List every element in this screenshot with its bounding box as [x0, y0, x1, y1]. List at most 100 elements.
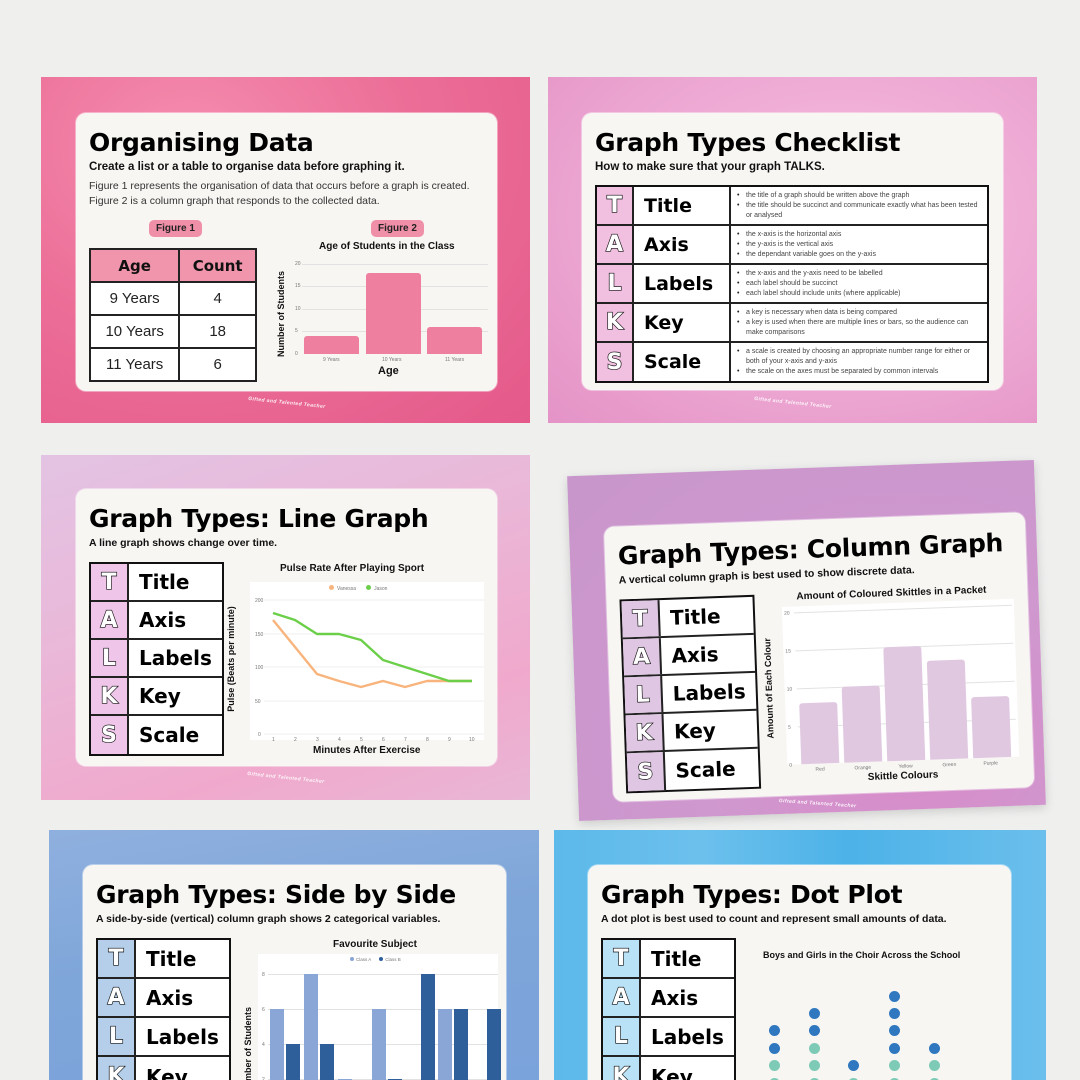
bar-class-a	[372, 1009, 386, 1080]
letter-s-icon: S	[626, 752, 667, 792]
talks-word: Labels	[672, 679, 747, 706]
bar-class-a	[304, 974, 318, 1080]
bullet: a key is necessary when data is being co…	[737, 308, 983, 318]
choir-dot-plot: Boys and Girls in the Choir Across the S…	[738, 945, 1008, 1080]
chart-legend: Class A Class B	[350, 957, 401, 962]
bar-class-a	[270, 1009, 284, 1080]
legend-jason: Jason	[366, 585, 387, 592]
y-tick: 20	[295, 261, 301, 267]
bullet: each label should be succinct	[737, 279, 983, 289]
bullet: the x-axis is the horizontal axis	[737, 230, 983, 240]
bullet: the y-axis is the vertical axis	[737, 240, 983, 250]
slide-side-by-side: Graph Types: Side by Side A side-by-side…	[49, 830, 539, 1080]
talks-word: Axis	[146, 985, 194, 1010]
talks-row-key: K Key	[603, 1057, 734, 1080]
slide-title: Graph Types Checklist	[595, 128, 901, 157]
letter-s-icon: S	[91, 716, 129, 754]
y-tick: 100	[255, 665, 264, 671]
x-tick: 8	[426, 737, 429, 743]
footer-logo: Gifted and Talented Teacher	[247, 395, 326, 411]
slide-graph-types-checklist: Graph Types Checklist How to make sure t…	[548, 77, 1037, 423]
talks-word: Labels	[139, 646, 212, 670]
bar-class-b	[454, 1009, 468, 1080]
letter-k-icon: K	[625, 714, 665, 752]
x-axis-label: Age	[378, 365, 399, 377]
chart-title: Age of Students in the Class	[319, 241, 455, 252]
bullet: the title of a graph should be written a…	[737, 191, 983, 201]
chart-title: Boys and Girls in the Choir Across the S…	[763, 950, 961, 960]
x-tick: 10 Years	[382, 357, 402, 363]
talks-word: Key	[139, 684, 181, 708]
talks-word: Axis	[671, 642, 719, 668]
bullet: each label should include units (where a…	[737, 289, 983, 299]
dot-teal	[889, 1060, 900, 1071]
talks-description: the x-axis and the y-axis need to be lab…	[729, 265, 987, 302]
talks-row-key: K Key	[91, 678, 222, 716]
footer-logo: Gifted and Talented Teacher	[778, 798, 857, 810]
footer-logo: Gifted and Talented Teacher	[753, 395, 832, 411]
talks-row-title: T Title	[603, 940, 734, 979]
letter-t-icon: T	[98, 940, 136, 977]
talks-word: Title	[651, 946, 702, 971]
slide-card: Graph Types: Dot Plot A dot plot is best…	[588, 865, 1011, 1080]
figure1-badge: Figure 1	[149, 220, 202, 237]
letter-k-icon: K	[98, 1057, 136, 1080]
talks-word: Title	[669, 603, 721, 630]
bar-orange	[841, 685, 883, 763]
talks-word: Key	[651, 1064, 693, 1080]
slide-subtitle: A dot plot is best used to count and rep…	[601, 913, 947, 925]
table-cell: 4	[178, 281, 257, 316]
talks-description: the x-axis is the horizontal axis the y-…	[729, 226, 987, 263]
letter-t-icon: T	[597, 187, 634, 224]
dot-blue	[809, 1008, 820, 1019]
bar-class-b	[487, 1009, 501, 1080]
y-tick: 4	[262, 1042, 265, 1048]
letter-t-icon: T	[91, 564, 129, 600]
table-row: 11 Years 6	[88, 347, 257, 382]
bar-class-b	[320, 1044, 334, 1080]
talks-word: Axis	[644, 233, 689, 256]
bullet: a key is used when there are multiple li…	[737, 318, 983, 338]
slide-card: Graph Types: Side by Side A side-by-side…	[83, 865, 506, 1080]
x-tick: 9 Years	[323, 357, 340, 363]
y-tick: 15	[295, 283, 301, 289]
y-tick: 150	[255, 632, 264, 638]
dot-teal	[848, 1078, 859, 1080]
age-count-table: Age Count 9 Years 4 10 Years 18 11 Years…	[88, 248, 257, 382]
letter-a-icon: A	[98, 979, 136, 1016]
slide-subtitle: A line graph shows change over time.	[89, 537, 278, 549]
dot-blue	[848, 1060, 859, 1071]
y-tick: 10	[295, 306, 301, 312]
chart-legend: Vanessa Jason	[329, 585, 387, 592]
legend-class-b: Class B	[379, 957, 401, 962]
y-axis-label: Number of Students	[276, 270, 287, 358]
dot-blue	[769, 1043, 780, 1054]
x-tick: 5	[360, 737, 363, 743]
dot-teal	[809, 1043, 820, 1054]
talks-word: Scale	[675, 756, 737, 783]
slide-subtitle: How to make sure that your graph TALKS.	[595, 161, 825, 173]
figure2-badge: Figure 2	[371, 220, 424, 237]
slide-title: Graph Types: Column Graph	[617, 528, 1004, 571]
letter-k-icon: K	[91, 678, 129, 714]
bullet: a scale is created by choosing an approp…	[737, 347, 983, 367]
x-axis-label: Skittle Colours	[867, 769, 939, 783]
y-tick: 0	[789, 762, 793, 769]
talks-row-axis: A Axis	[603, 979, 734, 1018]
talks-row-axis: A Axis the x-axis is the horizontal axis…	[597, 226, 987, 265]
letter-s-icon: S	[597, 343, 634, 381]
talks-table: T Title A Axis L Labels K Key S Scale	[89, 562, 224, 756]
letter-l-icon: L	[91, 640, 129, 676]
talks-row-labels: L Labels	[624, 672, 757, 716]
legend-class-a: Class A	[350, 957, 371, 962]
talks-table: T Title A Axis L Labels K Key	[601, 938, 736, 1080]
x-tick: Green	[942, 761, 957, 769]
dot-blue	[889, 1008, 900, 1019]
y-tick: 50	[255, 699, 261, 705]
slide-title: Organising Data	[89, 128, 314, 157]
y-tick: 0	[295, 351, 298, 357]
x-tick: 2	[294, 737, 297, 743]
letter-l-icon: L	[98, 1018, 136, 1055]
talks-word: Labels	[146, 1024, 219, 1049]
talks-row-axis: A Axis	[91, 602, 222, 640]
